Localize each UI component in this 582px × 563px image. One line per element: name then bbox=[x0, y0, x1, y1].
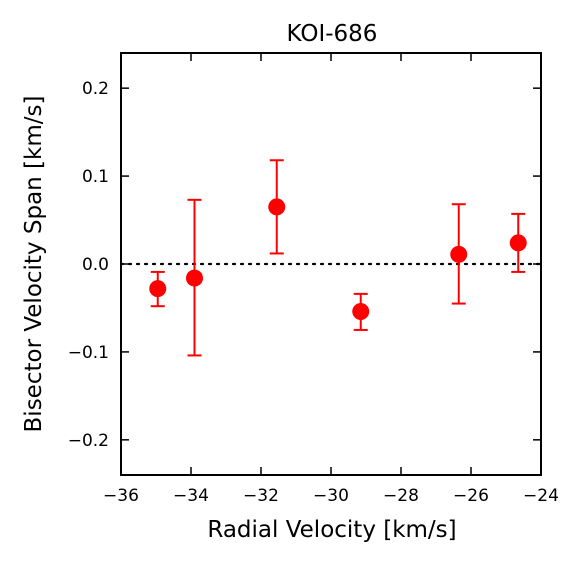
x-tick-label: −36 bbox=[103, 486, 139, 506]
x-tick-label: −26 bbox=[453, 486, 489, 506]
y-tick-label: 0.2 bbox=[82, 79, 109, 99]
plot-area bbox=[119, 159, 543, 357]
y-tick-label: 0.1 bbox=[82, 167, 109, 187]
data-point-1 bbox=[149, 270, 167, 308]
data-marker bbox=[352, 302, 370, 320]
y-tick-label: 0.0 bbox=[82, 255, 109, 275]
x-tick-label: −24 bbox=[523, 486, 559, 506]
data-point-5 bbox=[450, 203, 468, 305]
data-point-3 bbox=[268, 159, 286, 255]
data-marker bbox=[186, 269, 203, 287]
data-point-6 bbox=[509, 212, 527, 273]
data-marker bbox=[509, 234, 527, 252]
axes: −36 −34 −32 −30 −28 −26 −24 −0.2 −0.1 0.0 0.1 0.2 bbox=[68, 52, 559, 506]
data-marker bbox=[268, 198, 286, 216]
x-axis-label: Radial Velocity [km/s] bbox=[207, 517, 456, 543]
data-marker bbox=[149, 280, 167, 298]
data-point-4 bbox=[352, 292, 370, 331]
x-tick-label: −32 bbox=[243, 486, 279, 506]
x-tick-label: −30 bbox=[313, 486, 349, 506]
x-tick-label: −34 bbox=[173, 486, 209, 506]
data-point-2 bbox=[186, 198, 203, 357]
x-tick-label: −28 bbox=[383, 486, 419, 506]
y-tick-label: −0.1 bbox=[68, 343, 109, 363]
y-tick-label: −0.2 bbox=[68, 431, 109, 451]
y-axis-label: Bisector Velocity Span [km/s] bbox=[21, 96, 47, 433]
data-marker bbox=[450, 245, 468, 263]
chart-title: KOI-686 bbox=[287, 21, 378, 47]
